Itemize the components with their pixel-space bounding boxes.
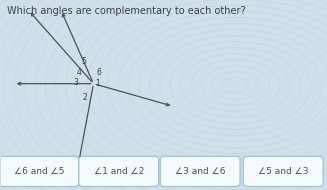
FancyBboxPatch shape — [79, 156, 159, 186]
Text: Which angles are complementary to each other?: Which angles are complementary to each o… — [7, 6, 246, 16]
Text: 4: 4 — [77, 68, 81, 77]
Text: 6: 6 — [97, 68, 102, 77]
Text: 5: 5 — [81, 58, 86, 66]
FancyBboxPatch shape — [160, 156, 240, 186]
Text: 1: 1 — [95, 79, 100, 88]
FancyBboxPatch shape — [0, 156, 79, 186]
Text: ∠5 and ∠3: ∠5 and ∠3 — [258, 167, 308, 176]
Text: ∠1 and ∠2: ∠1 and ∠2 — [94, 167, 144, 176]
Text: 3: 3 — [73, 78, 78, 87]
Text: 2: 2 — [83, 93, 88, 102]
Text: ∠6 and ∠5: ∠6 and ∠5 — [14, 167, 64, 176]
FancyBboxPatch shape — [243, 156, 323, 186]
Text: ∠3 and ∠6: ∠3 and ∠6 — [175, 167, 225, 176]
